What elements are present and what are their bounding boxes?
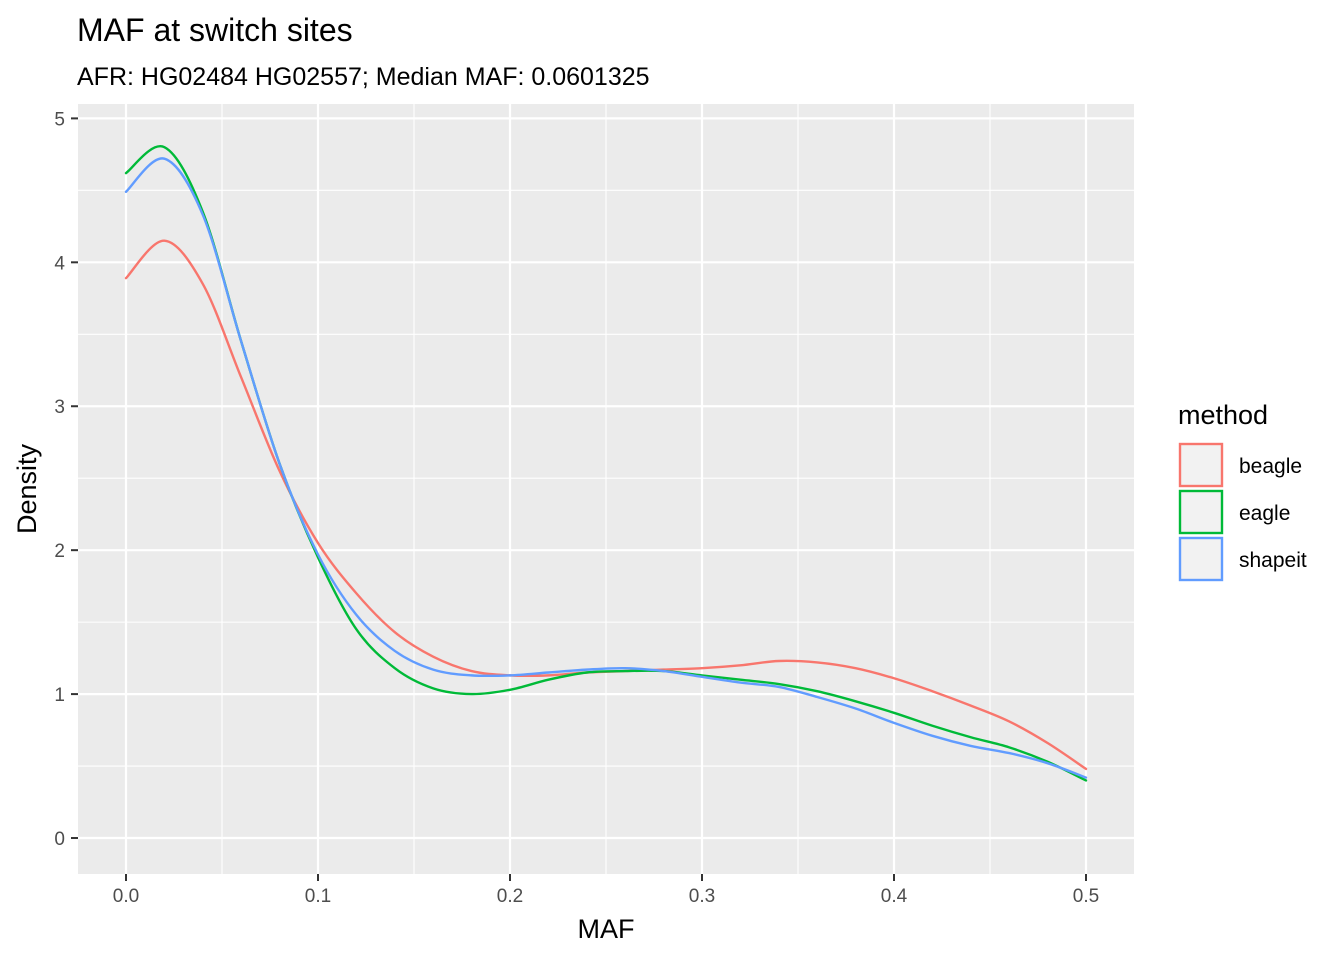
y-tick-label: 5 — [54, 109, 65, 130]
x-tick-label: 0.1 — [305, 886, 331, 907]
x-axis-title: MAF — [578, 914, 635, 944]
legend-label-beagle: beagle — [1239, 455, 1302, 478]
x-tick-label: 0.5 — [1073, 886, 1099, 907]
legend-label-shapeit: shapeit — [1239, 549, 1307, 572]
y-tick-label: 4 — [54, 253, 65, 274]
legend-key-beagle — [1178, 442, 1224, 488]
grid-major — [78, 104, 1134, 874]
y-tick-label: 3 — [54, 397, 65, 418]
legend-label-eagle: eagle — [1239, 502, 1290, 525]
x-tick-label: 0.3 — [689, 886, 715, 907]
legend-title: method — [1178, 400, 1268, 430]
chart-title: MAF at switch sites — [77, 12, 353, 48]
legend-key-shapeit — [1178, 536, 1224, 582]
grid-minor — [78, 104, 1134, 874]
x-tick-label: 0.2 — [497, 886, 523, 907]
legend-key-eagle — [1178, 489, 1224, 535]
series-line-shapeit — [124, 157, 1088, 779]
y-tick-label: 0 — [54, 829, 65, 850]
series-lines — [124, 145, 1088, 782]
chart-subtitle: AFR: HG02484 HG02557; Median MAF: 0.0601… — [77, 63, 650, 91]
x-tick-label: 0.4 — [881, 886, 908, 907]
x-tick-label: 0.0 — [113, 886, 139, 907]
y-axis: 0 1 2 3 4 5 — [54, 109, 78, 850]
y-axis-title: Density — [12, 443, 42, 534]
y-tick-label: 1 — [54, 685, 65, 706]
y-tick-label: 2 — [54, 541, 65, 562]
legend: method beagle eagle shapeit — [1178, 400, 1307, 582]
x-axis: 0.0 0.1 0.2 0.3 0.4 0.5 — [113, 874, 1099, 907]
